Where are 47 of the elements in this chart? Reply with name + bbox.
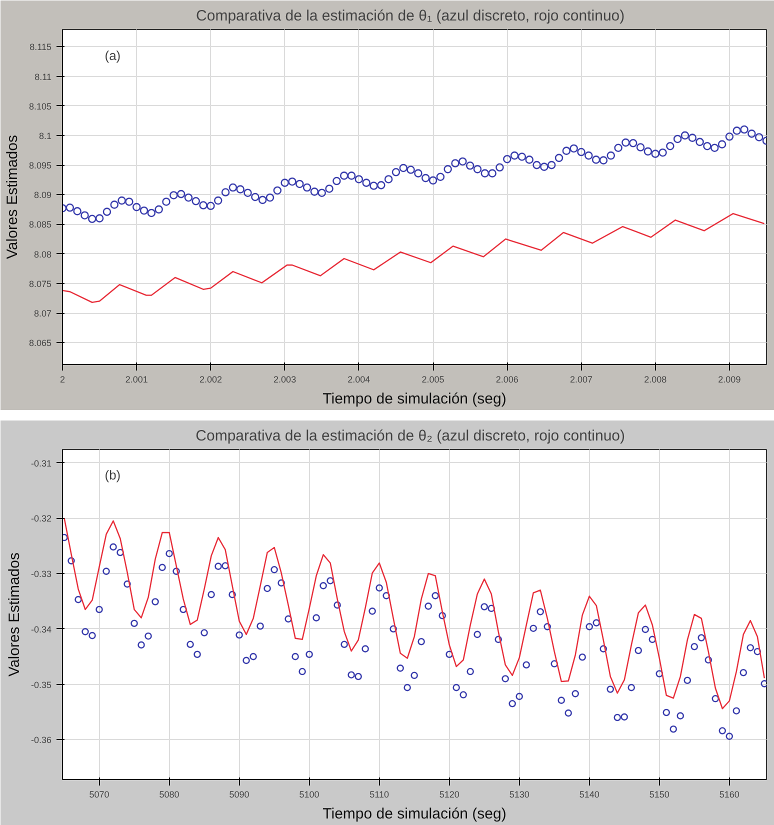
y-tick-label: 8.095 xyxy=(28,160,52,171)
x-tick-label: 5080 xyxy=(159,790,180,800)
x-tick-label: 5090 xyxy=(229,790,250,800)
y-tick-label: 8.105 xyxy=(28,101,52,112)
y-axis-title: Valores Estimados xyxy=(4,135,21,259)
x-tick-label: 2.001 xyxy=(125,374,148,384)
x-tick-label: 2.007 xyxy=(570,374,593,384)
y-tick-label: -0.35 xyxy=(30,680,52,690)
x-tick-label: 2.002 xyxy=(199,374,222,384)
y-tick-label: 8.075 xyxy=(28,278,52,289)
y-tick-label: 8.09 xyxy=(34,190,52,200)
x-tick-label: 5120 xyxy=(439,790,460,800)
y-tick-label: 8.08 xyxy=(34,249,52,260)
y-tick-label: 8.065 xyxy=(28,338,52,348)
chart-title: Comparativa de la estimación de θ₂ (azul discreto, rojo continuo) xyxy=(196,428,626,444)
y-tick-label: -0.34 xyxy=(30,624,52,634)
x-tick-label: 2.008 xyxy=(644,374,667,384)
x-tick-label: 5100 xyxy=(299,790,320,800)
y-tick-label: 8.11 xyxy=(34,72,52,82)
x-tick-label: 5130 xyxy=(509,790,530,800)
x-tick-label: 5160 xyxy=(719,790,740,800)
x-axis-title: Tiempo de simulación (seg) xyxy=(322,806,506,822)
annotation: (b) xyxy=(104,468,121,482)
y-tick-label: 8.085 xyxy=(28,220,52,230)
x-axis-title: Tiempo de simulación (seg) xyxy=(322,390,506,408)
x-tick-label: 5070 xyxy=(89,790,110,800)
y-tick-label: 8.115 xyxy=(30,42,52,52)
x-tick-label: 5150 xyxy=(649,790,670,800)
x-tick-label: 2.003 xyxy=(274,374,296,384)
x-tick-label: 2.006 xyxy=(496,374,518,384)
line-series xyxy=(64,518,766,710)
y-tick-label: 8.1 xyxy=(38,130,52,141)
y-axis-title: Valores Estimados xyxy=(6,552,23,676)
y-tick-label: -0.36 xyxy=(30,735,52,746)
x-tick-label: 5140 xyxy=(579,790,600,800)
y-tick-label: -0.33 xyxy=(30,569,52,580)
chart-title: Comparativa de la estimación de θ₁ (azul discreto, rojo continuo) xyxy=(196,8,625,24)
y-tick-label: -0.32 xyxy=(30,514,52,524)
line-series xyxy=(62,212,765,304)
x-tick-label: 2.005 xyxy=(422,374,444,384)
y-tick-label: 8.07 xyxy=(34,308,52,319)
x-tick-label: 2.009 xyxy=(718,374,741,384)
x-tick-label: 5110 xyxy=(370,790,389,800)
x-tick-label: 2 xyxy=(60,374,66,384)
annotation: (a) xyxy=(104,48,121,63)
x-tick-label: 2.004 xyxy=(348,374,370,384)
y-tick-label: -0.31 xyxy=(30,458,52,468)
